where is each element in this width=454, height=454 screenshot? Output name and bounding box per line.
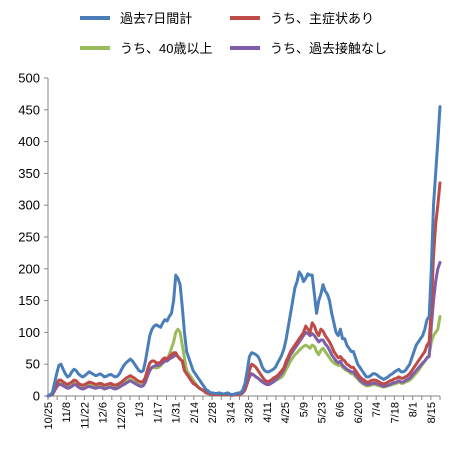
- y-tick-label: 250: [18, 230, 40, 245]
- x-tick-label: 2/14: [189, 402, 201, 423]
- x-tick-label: 6/6: [335, 402, 347, 417]
- y-tick-label: 450: [18, 102, 40, 117]
- x-tick-label: 1/31: [171, 402, 183, 423]
- x-tick-label: 7/4: [371, 402, 383, 417]
- y-tick-label: 500: [18, 71, 40, 86]
- x-tick-label: 6/20: [353, 402, 365, 423]
- x-tick-label: 5/9: [298, 402, 310, 417]
- x-axis: 10/25 11/8 11/22 12/6 12/20 1/3 1/17 1/31 2/14 2/…: [43, 395, 441, 430]
- x-tick-label: 8/15: [426, 402, 438, 423]
- y-tick-label: 0: [33, 389, 40, 404]
- x-tick-label: 11/8: [61, 402, 73, 423]
- legend-label: うち、過去接触なし: [270, 41, 387, 56]
- x-tick-label: 4/11: [262, 402, 274, 423]
- x-tick-label: 4/25: [280, 402, 292, 423]
- x-tick-label: 11/22: [79, 402, 91, 429]
- y-axis: 0 50 100 150 200 250 300 350 400 450 500: [18, 71, 49, 404]
- y-tick-label: 350: [18, 166, 40, 181]
- legend-label: うち、40歳以上: [120, 41, 212, 56]
- x-tick-label: 12/20: [116, 402, 128, 430]
- legend-label: うち、主症状あり: [270, 11, 374, 26]
- series-line: [46, 105, 442, 398]
- y-tick-label: 50: [26, 357, 40, 372]
- legend-label: 過去7日間計: [120, 11, 192, 26]
- x-tick-label: 3/14: [225, 402, 237, 423]
- x-tick-label: 12/6: [98, 402, 110, 423]
- x-tick-label: 3/28: [244, 402, 256, 423]
- x-tick-label: 5/23: [316, 402, 328, 423]
- series-line: [46, 181, 442, 398]
- plot-area: [46, 105, 442, 398]
- y-tick-label: 300: [18, 198, 40, 213]
- x-tick-label: 8/1: [408, 402, 420, 417]
- y-tick-label: 100: [18, 325, 40, 340]
- y-tick-label: 200: [18, 261, 40, 276]
- y-tick-label: 150: [18, 293, 40, 308]
- x-tick-label: 1/17: [152, 402, 164, 423]
- x-tick-label: 2/28: [207, 402, 219, 423]
- x-tick-label: 10/25: [43, 402, 55, 430]
- x-tick-label: 1/3: [134, 402, 146, 417]
- y-tick-label: 400: [18, 134, 40, 149]
- x-tick-label: 7/18: [389, 402, 401, 423]
